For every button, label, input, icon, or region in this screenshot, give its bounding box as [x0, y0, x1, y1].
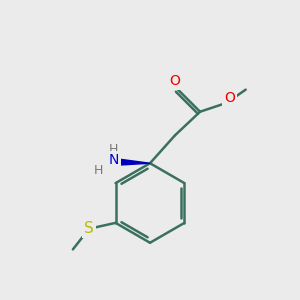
- Text: N: N: [109, 153, 119, 167]
- Polygon shape: [110, 158, 150, 166]
- Text: H: H: [94, 164, 103, 176]
- Text: O: O: [169, 74, 181, 88]
- Text: S: S: [84, 221, 94, 236]
- Text: H: H: [109, 143, 119, 156]
- Text: O: O: [224, 92, 235, 106]
